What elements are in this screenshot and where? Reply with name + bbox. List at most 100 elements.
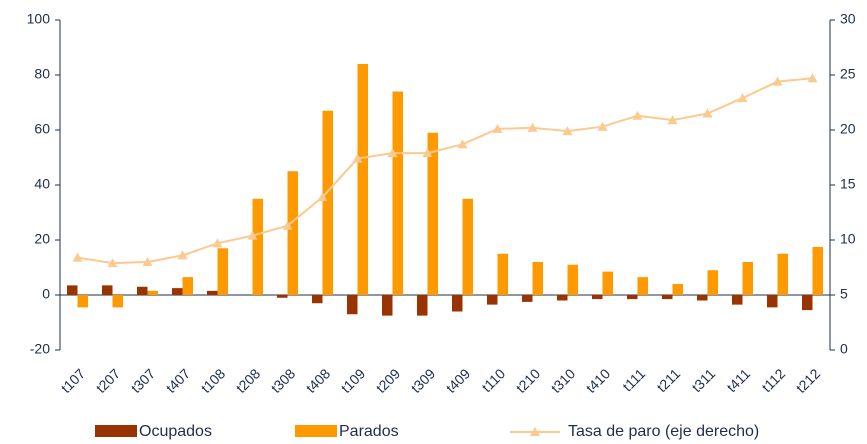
bar	[347, 295, 358, 315]
legend-swatch	[295, 425, 337, 437]
bar	[567, 264, 578, 295]
line-marker	[632, 110, 643, 120]
bar	[287, 171, 298, 295]
y-tick-label: -20	[30, 341, 50, 357]
bar	[322, 110, 333, 295]
y2-tick-label: 10	[840, 231, 856, 247]
y2-tick-label: 0	[840, 341, 848, 357]
bar	[592, 295, 603, 300]
bar	[417, 295, 428, 316]
x-tick-label: t107	[58, 365, 89, 396]
legend-label: Ocupados	[139, 423, 212, 440]
line-marker	[597, 121, 608, 131]
bar	[357, 64, 368, 295]
line	[77, 77, 813, 265]
line-marker	[702, 108, 713, 118]
bar	[627, 295, 638, 300]
y-tick-label: 60	[34, 121, 50, 137]
y2-tick-label: 30	[840, 11, 856, 27]
bar	[217, 248, 228, 295]
x-tick-label: t207	[93, 365, 124, 396]
x-tick-label: t209	[373, 365, 404, 396]
x-tick-label: t111	[619, 365, 648, 394]
bar	[312, 295, 323, 304]
line-marker	[772, 76, 783, 86]
line-marker	[457, 139, 468, 149]
bar	[137, 286, 148, 295]
bar	[102, 285, 113, 295]
y-tick-label: 20	[34, 231, 50, 247]
x-tick-label: t307	[128, 365, 159, 396]
y2-tick-label: 15	[840, 176, 856, 192]
x-tick-label: t408	[303, 365, 334, 396]
bar	[812, 246, 823, 295]
line-marker	[212, 238, 223, 248]
line-marker	[667, 115, 678, 125]
line-marker	[317, 192, 328, 202]
y2-tick-label: 25	[840, 66, 856, 82]
x-tick-label: t407	[163, 365, 194, 396]
bar	[732, 295, 743, 305]
y-tick-label: 40	[34, 176, 50, 192]
x-tick-label: t108	[198, 365, 229, 396]
line-marker	[352, 153, 363, 163]
bar	[382, 295, 393, 316]
bar	[252, 198, 263, 295]
bar	[602, 271, 613, 295]
bar	[392, 91, 403, 295]
line-marker	[72, 252, 83, 262]
bar	[767, 295, 778, 308]
bar	[672, 284, 683, 295]
line-marker	[107, 258, 118, 268]
bar	[742, 262, 753, 295]
y-tick-label: 100	[27, 11, 51, 27]
line-marker	[807, 73, 818, 83]
bar	[487, 295, 498, 305]
y-tick-label: 80	[34, 66, 50, 82]
bar	[67, 285, 78, 295]
bar	[147, 290, 158, 295]
y2-tick-label: 20	[840, 121, 856, 137]
bar	[697, 295, 708, 301]
x-tick-label: t308	[268, 365, 299, 396]
line-marker	[562, 126, 573, 136]
x-tick-label: t110	[478, 365, 508, 395]
bar	[522, 295, 533, 302]
x-tick-label: t112	[758, 365, 788, 395]
legend-label: Parados	[339, 423, 399, 440]
y2-tick-label: 5	[840, 286, 848, 302]
bar	[462, 198, 473, 295]
x-tick-label: t311	[688, 365, 718, 395]
bar	[427, 132, 438, 295]
legend-label: Tasa de paro (eje derecho)	[568, 423, 759, 440]
bar	[802, 295, 813, 311]
bar	[172, 288, 183, 295]
x-tick-label: t210	[513, 365, 544, 396]
legend-swatch	[95, 425, 137, 437]
legend-marker	[530, 427, 540, 436]
line-marker	[247, 230, 258, 240]
line-marker	[492, 123, 503, 133]
x-tick-label: t309	[408, 365, 439, 396]
bar	[497, 253, 508, 295]
x-tick-label: t211	[653, 365, 683, 395]
line-marker	[282, 220, 293, 230]
line-marker	[387, 148, 398, 158]
line-marker	[422, 148, 433, 158]
bar	[662, 295, 673, 300]
line-marker	[527, 122, 538, 132]
bar	[452, 295, 463, 312]
x-tick-label: t310	[548, 365, 579, 396]
bar	[77, 295, 88, 308]
bar	[277, 295, 288, 298]
x-tick-label: t410	[583, 365, 614, 396]
bar	[112, 295, 123, 308]
bar	[557, 295, 568, 301]
bar	[777, 253, 788, 295]
bar	[182, 277, 193, 295]
bar	[707, 270, 718, 295]
line-marker	[142, 257, 153, 266]
x-tick-label: t409	[443, 365, 474, 396]
line-marker	[737, 93, 748, 103]
